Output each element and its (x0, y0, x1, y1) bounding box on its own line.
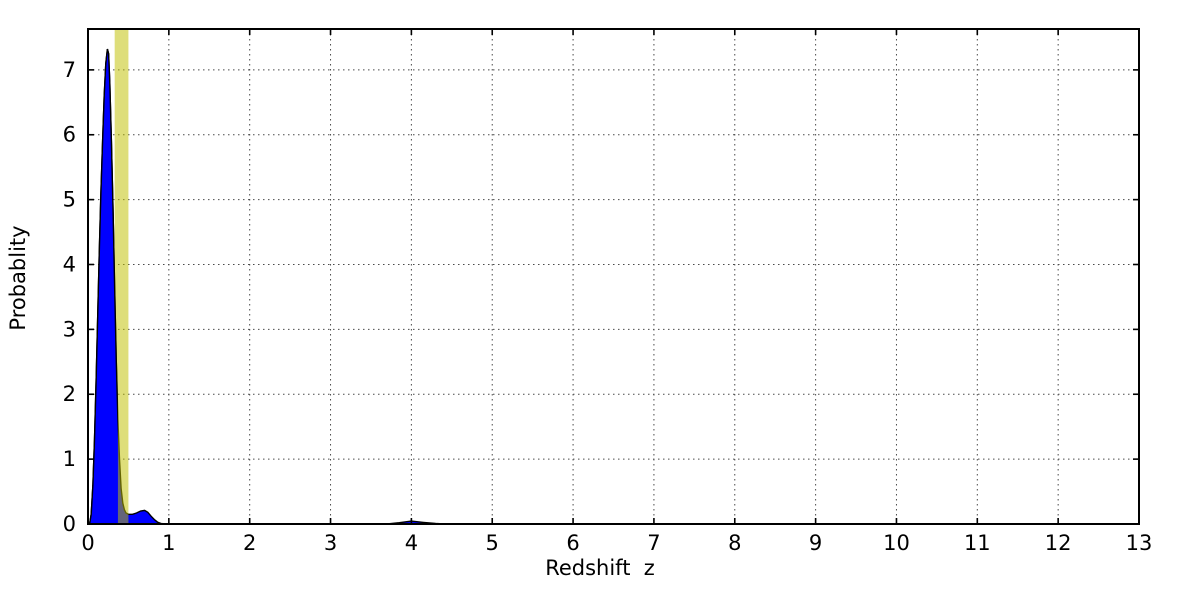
x-tick-label: 13 (1126, 531, 1153, 555)
plot-border (87, 28, 1140, 525)
y-tick-label: 7 (63, 58, 76, 82)
y-tick-label: 2 (63, 382, 76, 406)
x-tick-label: 7 (647, 531, 660, 555)
x-tick-label: 8 (728, 531, 741, 555)
pdf-curve-lobe-overlay (88, 48, 118, 525)
y-tick-label: 6 (63, 123, 76, 147)
x-tick-label: 9 (809, 531, 822, 555)
pdf-curve (88, 48, 444, 525)
y-tick-label: 4 (63, 252, 76, 276)
y-tick-label: 1 (63, 447, 76, 471)
highlight-band (114, 29, 129, 524)
x-tick-label: 1 (162, 531, 175, 555)
x-tick-label: 12 (1045, 531, 1072, 555)
x-tick-label: 6 (566, 531, 579, 555)
y-tick-label: 3 (63, 317, 76, 341)
x-tick-label: 10 (883, 531, 910, 555)
y-axis-label: Probablity (6, 225, 30, 331)
x-tick-label: 11 (964, 531, 991, 555)
y-tick-label: 0 (63, 512, 76, 536)
x-tick-label: 3 (324, 531, 337, 555)
x-tick-label: 0 (81, 531, 94, 555)
x-tick-label: 2 (243, 531, 256, 555)
y-tick-label: 5 (63, 188, 76, 212)
x-tick-label: 4 (405, 531, 418, 555)
x-tick-label: 5 (486, 531, 499, 555)
x-axis-label: Redshift z (545, 556, 655, 580)
